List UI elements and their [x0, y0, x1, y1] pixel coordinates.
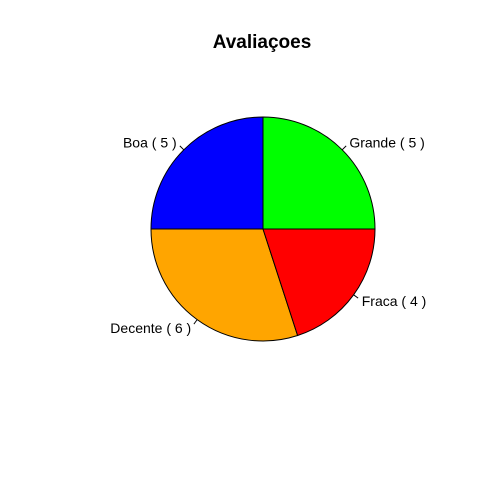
- pie-slice-2: [150, 228, 299, 342]
- slice-label-2: Decente ( 6 ): [110, 320, 191, 336]
- leader-line-2: [193, 319, 198, 325]
- chart-title: Avaliaçoes: [213, 32, 312, 53]
- pie-labels: Grande ( 5 ) Boa ( 5 ) Decente ( 6 ) Fraca …: [110, 135, 426, 336]
- pie-slice-3: [262, 228, 376, 337]
- slice-label-1: Boa ( 5 ): [123, 135, 177, 151]
- leader-line-3: [353, 294, 359, 299]
- slice-label-3: Fraca ( 4 ): [362, 293, 427, 309]
- pie-slices: [150, 116, 376, 342]
- leader-line-1: [179, 145, 185, 151]
- slice-label-0: Grande ( 5 ): [349, 135, 424, 151]
- leader-line-0: [341, 145, 347, 151]
